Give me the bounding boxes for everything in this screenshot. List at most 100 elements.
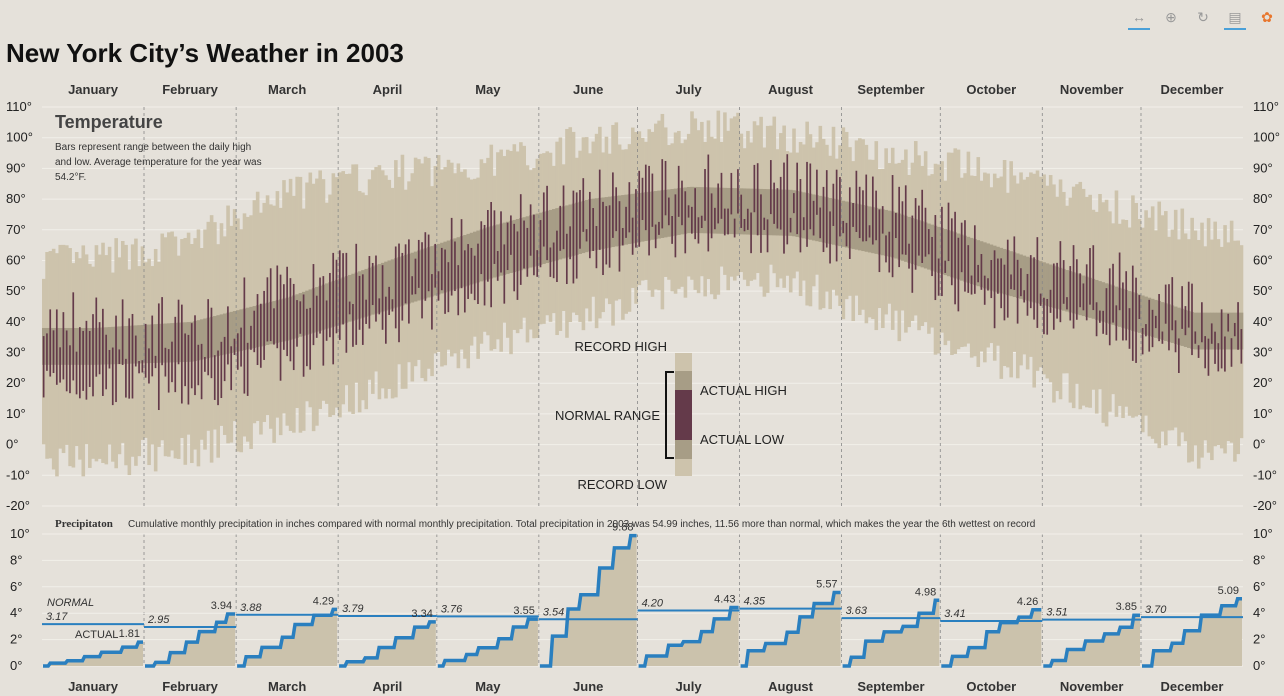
normal-bar (943, 229, 948, 276)
actual-bar (157, 303, 160, 411)
actual-bar (987, 278, 989, 291)
actual-bar (881, 206, 884, 234)
actual-bar (1082, 283, 1085, 311)
actual-bar (338, 250, 341, 340)
normal-bar (907, 216, 911, 263)
actual-bar (154, 355, 157, 369)
actual-bar (259, 303, 262, 368)
actual-bar (776, 188, 779, 229)
normal-bar (1048, 264, 1053, 308)
actual-bar (1233, 322, 1236, 337)
normal-bar (1223, 312, 1227, 350)
actual-bar (1016, 259, 1019, 324)
normal-bar (117, 326, 122, 365)
month-label-top: September (857, 82, 924, 97)
normal-bar (584, 199, 589, 253)
actual-bar (628, 182, 631, 233)
actual-bar (434, 243, 437, 288)
normal-bar (765, 189, 770, 236)
actual-bar (598, 169, 601, 250)
actual-bar (1138, 295, 1141, 319)
month-label-bottom: February (162, 679, 218, 694)
actual-bar (1197, 345, 1200, 358)
actual-bar (1122, 282, 1124, 341)
actual-bar (1118, 252, 1121, 311)
actual-bar (510, 215, 512, 255)
normal-bar (246, 307, 250, 350)
actual-bar (1214, 331, 1216, 364)
normal-bar (1101, 282, 1106, 322)
actual-bar (575, 192, 578, 279)
normal-bar (732, 188, 737, 235)
legend-record-high-label: RECORD HIGH (575, 339, 667, 354)
actual-bar (151, 315, 154, 377)
actual-bar (779, 176, 782, 230)
actual-bar (871, 176, 874, 245)
normal-bar (986, 243, 990, 290)
wheel-zoom-icon[interactable]: ⊕ (1165, 8, 1177, 25)
actual-bar (361, 274, 364, 345)
actual-bar (934, 215, 937, 301)
actual-bar (49, 309, 52, 377)
actual-bar (1131, 265, 1134, 361)
actual-bar (927, 229, 930, 255)
precip-tick-right: 0° (1253, 658, 1265, 673)
temp-tick-right: 70° (1253, 222, 1273, 237)
actual-bar (1125, 271, 1128, 341)
actual-bar (727, 208, 729, 235)
description-line: 54.2°F. (55, 172, 86, 183)
normal-bar (1045, 263, 1050, 307)
normal-bar (1196, 312, 1201, 350)
actual-bar (381, 265, 384, 330)
actual-bar (161, 297, 163, 366)
normal-bar (1206, 312, 1211, 350)
month-label-top: November (1060, 82, 1124, 97)
precip-tick-left: 2° (10, 632, 22, 647)
normal-bar (1009, 251, 1013, 297)
actual-bar (1115, 305, 1118, 341)
reset-icon[interactable]: ↻ (1197, 8, 1209, 25)
actual-bar (447, 262, 450, 313)
actual-bar (644, 164, 647, 231)
normal-bar (384, 261, 388, 311)
normal-bar (153, 324, 158, 363)
actual-bar (111, 347, 114, 406)
actual-bar (661, 159, 664, 229)
hover-icon[interactable]: ▤ (1224, 6, 1246, 30)
normal-bar (1193, 312, 1198, 350)
bokeh-logo-icon[interactable]: ✿ (1261, 8, 1273, 25)
actual-bar (1066, 297, 1068, 310)
precip-normal-value: 3.70 (1145, 604, 1167, 616)
actual-bar (523, 220, 525, 269)
actual-bar (385, 296, 387, 344)
precip-area (539, 535, 637, 666)
actual-bar (1141, 327, 1144, 355)
actual-bar (694, 188, 696, 240)
temp-tick-right: 20° (1253, 375, 1273, 390)
actual-bar (612, 172, 614, 238)
record-bar (1233, 240, 1237, 462)
normal-bar (236, 310, 240, 352)
actual-bar (355, 243, 358, 345)
actual-bar (213, 355, 216, 400)
normal-bar (232, 311, 237, 353)
actual-bar (608, 205, 611, 268)
actual-bar (957, 237, 960, 312)
normal-bar (749, 188, 754, 235)
normal-bar (552, 209, 556, 262)
precip-actual-value: 3.85 (1116, 601, 1137, 613)
actual-bar (463, 250, 466, 313)
actual-bar (194, 315, 196, 396)
actual-bar (516, 231, 519, 300)
actual-bar (714, 207, 716, 230)
pan-icon[interactable]: ↔ (1128, 6, 1150, 30)
actual-bar (1043, 297, 1045, 335)
actual-bar (177, 299, 180, 365)
actual-bar (911, 215, 914, 293)
actual-bar (901, 201, 904, 255)
precip-normal-label: NORMAL (47, 597, 94, 609)
actual-bar (845, 222, 848, 247)
actual-bar (1102, 310, 1105, 334)
actual-bar (964, 220, 966, 292)
actual-bar (92, 314, 94, 397)
